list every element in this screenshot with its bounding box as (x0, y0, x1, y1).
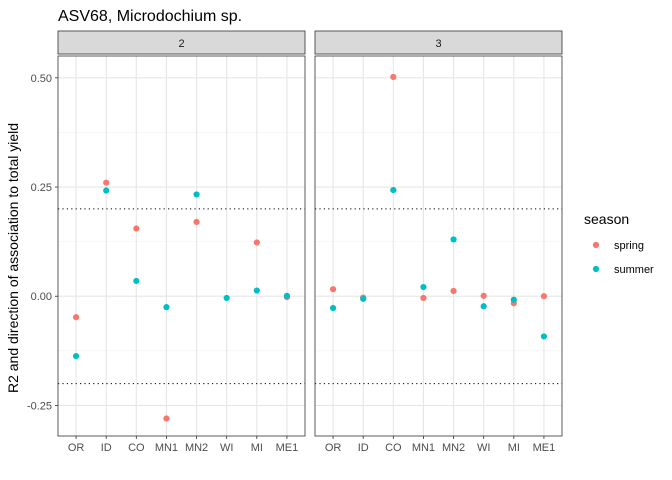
panels: 2 OR ID CO MN1 MN2 WI MI ME1 3 OR ID CO MN1 MN2 WI MI ME1 (57, 30, 563, 454)
data-point-spring (480, 292, 487, 299)
data-point-summer (223, 294, 230, 302)
facet-strip-label: 2 (178, 38, 184, 50)
panel-border (57, 55, 306, 437)
data-point-summer (510, 296, 517, 303)
legend-key-spring (592, 241, 600, 249)
x-tick-label: CO (128, 442, 145, 454)
data-point-summer (133, 277, 140, 285)
y-tick-label: 0.50 (31, 73, 52, 85)
data-point-spring (103, 179, 110, 186)
data-point-summer (329, 304, 337, 312)
legend-title: season (584, 211, 629, 227)
data-point-summer (72, 352, 80, 360)
x-tick-label: MN2 (442, 442, 465, 454)
x-tick-label: WI (220, 442, 233, 454)
data-point-summer (193, 191, 200, 198)
data-point-summer (540, 333, 548, 340)
x-tick-label: MI (508, 442, 520, 454)
data-point-summer (253, 287, 260, 294)
data-point-spring (72, 314, 80, 321)
x-tick-label: MN1 (155, 442, 178, 454)
panel-border (314, 55, 563, 437)
data-point-summer (390, 186, 397, 194)
y-tick-label: -0.25 (27, 400, 52, 412)
data-point-spring (133, 225, 140, 232)
data-point-spring (163, 415, 170, 422)
x-tick-label: ID (101, 442, 112, 454)
y-tick-label: 0.25 (31, 182, 52, 194)
x-tick-label: WI (477, 442, 490, 454)
legend: season spring summer (584, 211, 654, 276)
x-tick-label: MI (251, 442, 263, 454)
facet-strip (314, 30, 563, 55)
y-axis-title: R2 and direction of association to total… (5, 123, 21, 393)
data-point-summer (420, 283, 427, 291)
x-tick-label: ME1 (276, 442, 299, 454)
data-point-summer (283, 292, 291, 299)
legend-label-spring: spring (614, 240, 644, 252)
x-tick-label: MN2 (185, 442, 208, 454)
facet-panel-3: 3 OR ID CO MN1 MN2 WI MI ME1 (314, 30, 563, 454)
facet-strip-label: 3 (435, 38, 441, 50)
x-tick-label: MN1 (412, 442, 435, 454)
data-point-summer (360, 295, 367, 302)
data-point-spring (193, 218, 200, 226)
facet-strip (57, 30, 306, 55)
data-point-spring (450, 287, 457, 295)
data-point-spring (253, 239, 260, 246)
y-axis: -0.25 0.00 0.25 0.50 (27, 73, 58, 412)
chart-title: ASV68, Microdochium sp. (58, 8, 242, 25)
facet-panel-2: 2 OR ID CO MN1 MN2 WI MI ME1 (57, 30, 306, 454)
x-tick-label: ME1 (533, 442, 556, 454)
x-tick-label: OR (68, 442, 85, 454)
data-point-summer (163, 304, 170, 311)
x-tick-label: CO (385, 442, 402, 454)
x-tick-label: OR (325, 442, 342, 454)
legend-key-summer (592, 265, 600, 273)
data-point-summer (480, 303, 487, 310)
x-tick-label: ID (358, 442, 369, 454)
y-tick-label: 0.00 (31, 291, 52, 303)
legend-label-summer: summer (614, 264, 654, 276)
data-point-spring (390, 73, 397, 81)
data-point-spring (420, 294, 427, 302)
data-point-spring (329, 286, 337, 293)
data-point-spring (540, 293, 548, 300)
data-point-summer (103, 187, 110, 194)
data-point-summer (450, 236, 457, 243)
